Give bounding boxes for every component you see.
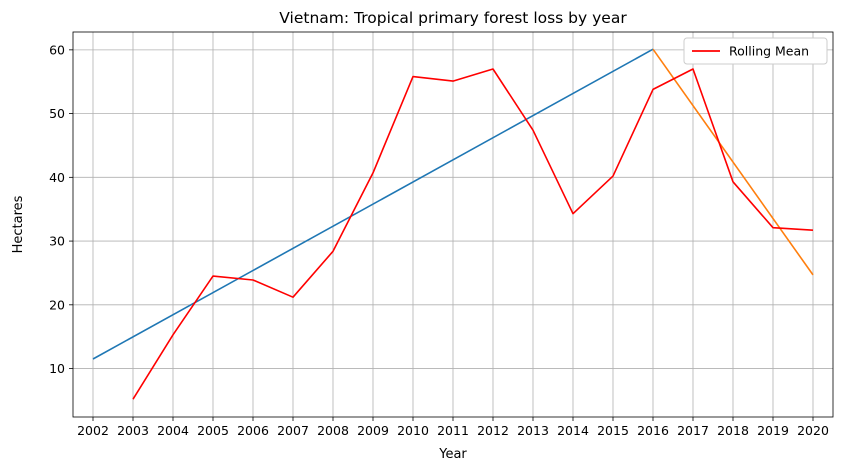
y-tick-label: 60 <box>49 42 65 57</box>
x-tick-label: 2009 <box>357 423 389 438</box>
x-tick-label: 2004 <box>157 423 189 438</box>
legend-box <box>683 37 828 65</box>
x-tick-label: 2007 <box>277 423 309 438</box>
grid <box>73 32 833 417</box>
y-axis-label: Hectares <box>11 195 26 253</box>
x-tick-label: 2005 <box>197 423 229 438</box>
x-tick-label: 2013 <box>517 423 549 438</box>
x-tick-label: 2003 <box>117 423 149 438</box>
y-tick-label: 40 <box>49 170 65 185</box>
x-tick-label: 2008 <box>317 423 349 438</box>
x-tick-label: 2011 <box>437 423 469 438</box>
y-tick-label: 30 <box>49 234 65 249</box>
x-tick-label: 2019 <box>757 423 789 438</box>
series-line-rolling-mean <box>132 68 814 400</box>
legend-label-rolling-mean: Rolling Mean <box>729 44 809 59</box>
x-tick-label: 2018 <box>717 423 749 438</box>
x-tick-label: 2020 <box>797 423 829 438</box>
x-tick-label: 2002 <box>77 423 109 438</box>
series-lines <box>92 48 814 400</box>
y-tick-label: 20 <box>49 297 65 312</box>
x-tick-label: 2015 <box>597 423 629 438</box>
y-tick-label: 10 <box>49 361 65 376</box>
y-tick-label: 50 <box>49 106 65 121</box>
x-tick-label: 2016 <box>637 423 669 438</box>
legend: Rolling Mean <box>683 37 828 65</box>
x-tick-label: 2010 <box>397 423 429 438</box>
series-line-line-2 <box>652 48 814 276</box>
x-axis-label: Year <box>438 447 467 462</box>
chart-title: Vietnam: Tropical primary forest loss by… <box>279 9 627 27</box>
x-tick-label: 2012 <box>477 423 509 438</box>
y-axis-ticks: 10 20 30 40 50 60 <box>49 42 73 376</box>
x-axis-ticks: 2002 2003 2004 2005 2006 2007 2008 2009 2010 2011… <box>77 417 829 438</box>
series-line-line-1 <box>92 48 654 360</box>
x-tick-label: 2014 <box>557 423 589 438</box>
x-tick-label: 2006 <box>237 423 269 438</box>
x-tick-label: 2017 <box>677 423 709 438</box>
